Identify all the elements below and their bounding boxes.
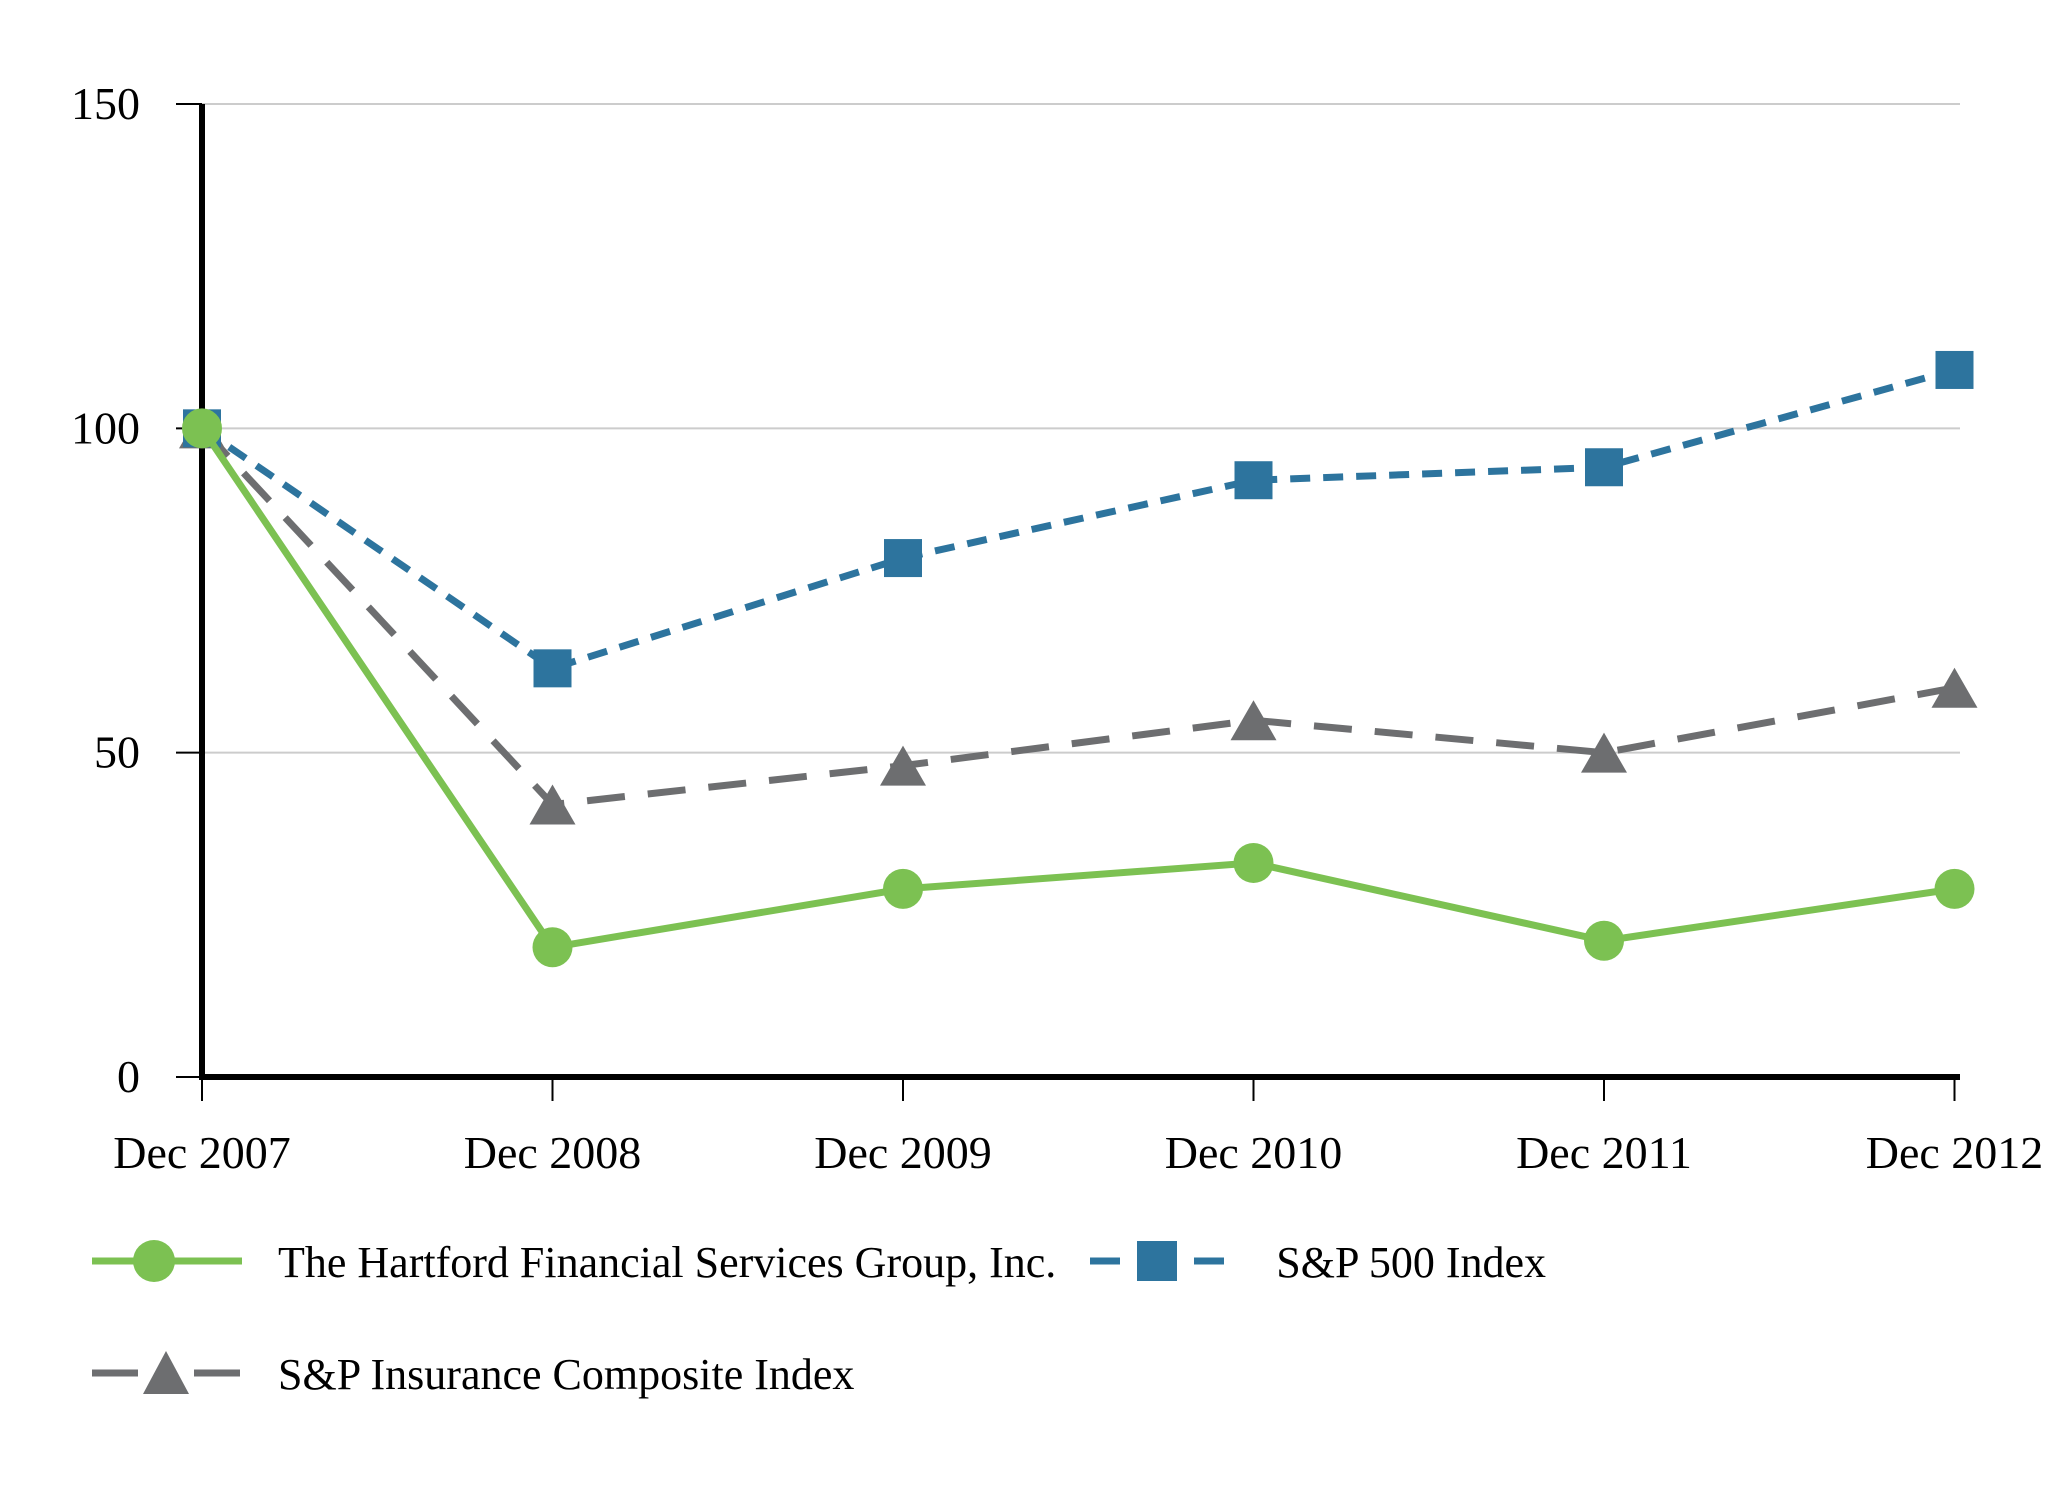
- data-point-1-1: [533, 649, 572, 688]
- data-point-2-3: [1230, 700, 1277, 741]
- data-point-2-2: [880, 745, 926, 786]
- x-tick-label-4: Dec 2011: [1516, 1127, 1692, 1178]
- total-return-line-chart: 0 50 100 150 Dec 2007 Dec 2008 Dec 2009 Dec 201…: [71, 78, 2044, 1178]
- legend-swatch-hartford: [88, 1230, 248, 1297]
- data-point-1-3: [1234, 461, 1273, 500]
- data-point-0-3: [1233, 842, 1274, 883]
- data-point-0-0: [182, 408, 222, 449]
- data-point-0-1: [532, 927, 573, 968]
- series-line-0: [199, 426, 1956, 952]
- legend-swatch-svg-2: [92, 1350, 240, 1394]
- series-line-2: [199, 425, 1956, 809]
- y-tick-label-0: 0: [117, 1051, 140, 1102]
- legend-row-1: The Hartford Financial Services Group, I…: [0, 1232, 2058, 1294]
- data-point-1-5: [1935, 350, 1974, 389]
- series-line-1: [200, 366, 1956, 673]
- x-tick-label-0: Dec 2007: [113, 1127, 291, 1178]
- y-tick-label-150: 150: [71, 78, 140, 129]
- data-point-2-5: [1931, 667, 1978, 708]
- legend-item-sp500: S&P 500 Index: [1086, 1230, 1546, 1297]
- x-tick-label-3: Dec 2010: [1165, 1127, 1343, 1178]
- legend-label-hartford: The Hartford Financial Services Group, I…: [278, 1238, 1057, 1287]
- x-tick-label-2: Dec 2009: [814, 1127, 992, 1178]
- data-point-2-4: [1581, 732, 1627, 773]
- data-point-2-1: [529, 784, 576, 825]
- legend-swatch-svg-1: [1090, 1240, 1225, 1281]
- x-tick-label-5: Dec 2012: [1866, 1127, 2044, 1178]
- legend-swatch-insurance: [88, 1342, 248, 1409]
- data-point-0-2: [883, 868, 923, 909]
- data-point-1-2: [884, 539, 922, 578]
- x-tick-label-1: Dec 2008: [464, 1127, 642, 1178]
- chart-legend: The Hartford Financial Services Group, I…: [0, 1232, 2058, 1406]
- legend-label-insurance: S&P Insurance Composite Index: [278, 1350, 855, 1399]
- data-point-0-4: [1584, 920, 1624, 961]
- legend-marker-square: [1137, 1240, 1178, 1281]
- y-tick-label-50: 50: [94, 727, 140, 778]
- legend-marker-triangle: [143, 1350, 189, 1394]
- legend-item-insurance: S&P Insurance Composite Index: [88, 1342, 854, 1409]
- legend-row-2: S&P Insurance Composite Index: [0, 1344, 2058, 1406]
- legend-swatch-sp500: [1086, 1230, 1246, 1297]
- legend-item-hartford: The Hartford Financial Services Group, I…: [88, 1230, 1056, 1297]
- y-tick-label-100: 100: [71, 402, 140, 453]
- legend-marker-circle: [133, 1239, 175, 1282]
- legend-label-sp500: S&P 500 Index: [1276, 1238, 1547, 1287]
- legend-swatch-svg-0: [92, 1239, 242, 1282]
- data-point-0-5: [1934, 868, 1975, 909]
- data-point-1-4: [1585, 448, 1623, 487]
